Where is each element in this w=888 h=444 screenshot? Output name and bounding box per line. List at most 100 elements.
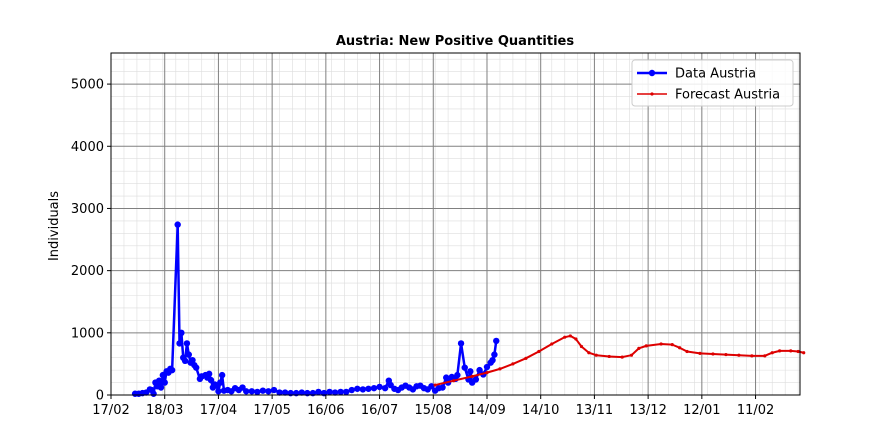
- data-austria-point: [461, 364, 468, 371]
- x-tick-label: 14/10: [522, 403, 559, 418]
- data-austria-point: [207, 376, 215, 384]
- data-austria-point: [315, 388, 322, 396]
- forecast-austria-point: [737, 353, 741, 357]
- data-austria-point: [370, 384, 378, 392]
- forecast-austria-point: [470, 374, 474, 378]
- data-austria-point: [298, 389, 305, 396]
- legend-data-austria-label: Data Austria: [675, 67, 756, 82]
- forecast-austria-point: [452, 379, 456, 383]
- data-austria-point: [248, 388, 255, 395]
- y-tick-label: 4000: [71, 140, 104, 155]
- forecast-austria-point: [587, 351, 591, 355]
- x-tick-label: 17/04: [200, 403, 237, 418]
- data-austria-point: [326, 388, 333, 396]
- forecast-austria-point: [750, 354, 754, 358]
- forecast-austria-point: [537, 349, 541, 354]
- data-austria-point: [365, 385, 372, 392]
- forecast-austria-point: [511, 362, 515, 366]
- data-austria-point: [150, 390, 157, 397]
- data-austria-point: [454, 371, 461, 379]
- forecast-austria-point: [644, 344, 648, 348]
- data-austria-point: [174, 221, 181, 228]
- forecast-austria-point: [685, 349, 689, 354]
- forecast-austria-point: [620, 355, 624, 359]
- data-austria-point: [205, 370, 213, 378]
- forecast-austria-point: [485, 371, 489, 375]
- data-austria-point: [189, 356, 196, 364]
- data-austria-point: [381, 384, 389, 392]
- data-austria-point: [281, 389, 289, 396]
- data-austria-point: [337, 388, 344, 396]
- x-tick-label: 13/12: [629, 403, 666, 418]
- data-austria-point: [376, 383, 383, 391]
- data-austria-point: [493, 337, 500, 345]
- data-austria-point: [439, 384, 446, 391]
- data-austria-point: [472, 376, 480, 383]
- data-austria-point: [243, 388, 250, 395]
- x-tick-label: 15/08: [415, 403, 452, 418]
- axis-layer: 0 1000 2000 3000 4000 5000 17/02 18/03 17/04 17/0…: [71, 78, 774, 418]
- x-tick-label: 13/11: [576, 403, 613, 418]
- forecast-austria-point: [579, 344, 584, 349]
- forecast-austria-point: [802, 351, 806, 355]
- data-austria-point: [178, 329, 185, 337]
- forecast-austria-point: [670, 343, 674, 347]
- x-tick-label: 17/05: [253, 403, 290, 418]
- data-austria-point: [192, 364, 200, 371]
- forecast-austria-point: [770, 351, 774, 355]
- data-austria-point: [270, 386, 278, 394]
- data-austria-point: [348, 386, 355, 394]
- forecast-austria-point: [550, 342, 554, 346]
- data-austria-point: [443, 374, 450, 381]
- forecast-austria-point: [574, 337, 578, 341]
- forecast-austria-point: [563, 335, 567, 339]
- x-tick-label: 14/09: [468, 403, 505, 418]
- data-austria-point: [183, 340, 191, 347]
- data-austria-point: [467, 368, 474, 375]
- x-tick-label: 11/02: [737, 403, 774, 418]
- legend: Data Austria Forecast Austria: [631, 59, 794, 107]
- data-austria-point: [155, 377, 163, 384]
- data-austria-point: [168, 366, 176, 374]
- chart-title: Austria: New Positive Quantities: [336, 34, 574, 49]
- forecast-austria-point: [637, 346, 641, 350]
- data-austria-point: [359, 386, 367, 393]
- forecast-austria-point: [498, 367, 502, 371]
- y-tick-label: 2000: [71, 264, 104, 279]
- forecast-austria-point: [789, 349, 793, 353]
- data-austria-point: [276, 389, 283, 396]
- series-layer: [131, 221, 806, 397]
- y-tick-label: 0: [96, 389, 104, 404]
- y-tick-label: 3000: [71, 202, 104, 217]
- forecast-austria-point: [678, 346, 682, 350]
- data-austria-point: [176, 340, 183, 347]
- forecast-austria-point: [763, 354, 767, 358]
- data-austria-point: [157, 384, 165, 391]
- data-austria-point: [185, 351, 192, 358]
- x-tick-label: 16/06: [307, 403, 344, 418]
- data-austria-point: [343, 388, 350, 396]
- x-tick-label: 17/02: [92, 403, 129, 418]
- forecast-austria-point: [698, 351, 702, 355]
- data-austria-point: [491, 351, 498, 358]
- forecast-austria-point: [568, 334, 572, 338]
- data-austria-point: [217, 379, 224, 386]
- forecast-austria-point: [778, 349, 782, 353]
- x-tick-label: 12/01: [683, 403, 720, 418]
- data-austria-point: [218, 371, 226, 379]
- data-austria-point: [254, 388, 261, 396]
- x-tick-label: 16/07: [361, 403, 398, 418]
- data-austria-point: [476, 366, 483, 374]
- forecast-austria-point: [629, 353, 634, 357]
- y-tick-label: 5000: [71, 78, 104, 93]
- forecast-austria-point: [607, 354, 611, 359]
- data-austria-point: [489, 356, 496, 364]
- data-austria-point: [457, 340, 465, 347]
- forecast-austria-point: [796, 349, 800, 354]
- data-austria-point: [428, 383, 435, 390]
- legend-forecast-austria-marker: [650, 92, 654, 96]
- y-tick-label: 1000: [71, 326, 104, 341]
- legend-data-austria-marker: [648, 69, 656, 77]
- legend-box: [631, 59, 794, 107]
